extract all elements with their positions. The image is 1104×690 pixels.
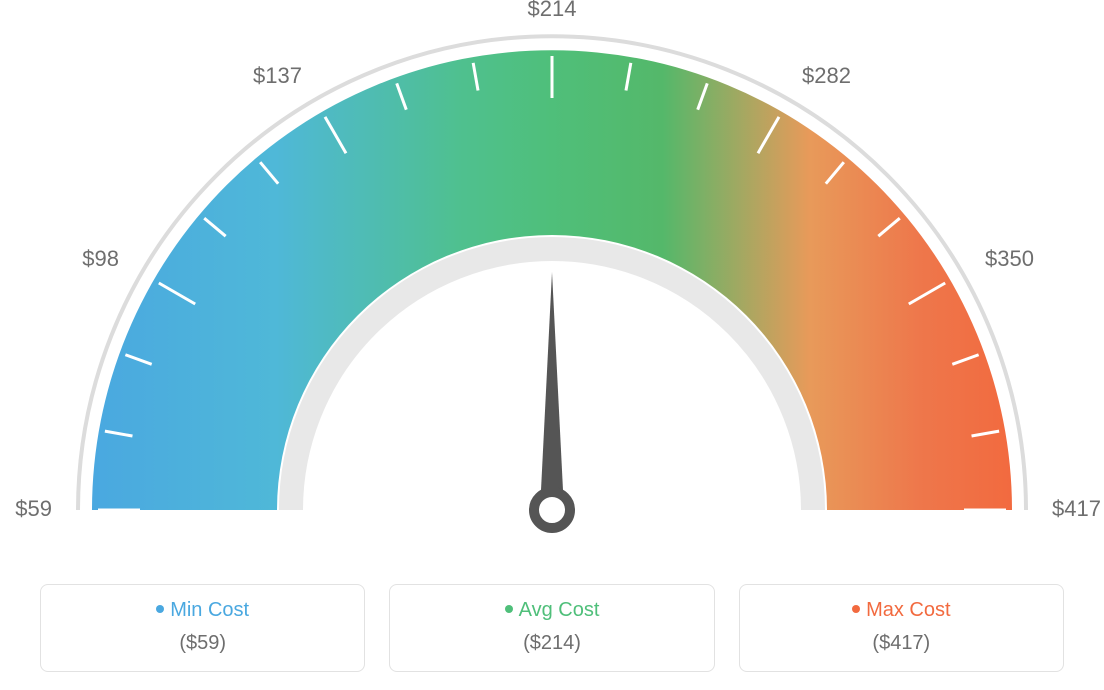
- gauge-scale-label: $417: [1052, 496, 1101, 521]
- gauge-scale-label: $59: [15, 496, 52, 521]
- legend-card-max: Max Cost ($417): [739, 584, 1064, 672]
- legend-card-min: Min Cost ($59): [40, 584, 365, 672]
- legend-value: ($417): [750, 632, 1053, 655]
- gauge-scale-label: $350: [985, 246, 1034, 271]
- legend-bullet-icon: [505, 605, 513, 613]
- gauge-needle-hub: [534, 492, 570, 528]
- legend-title: Min Cost: [51, 599, 354, 622]
- legend-row: Min Cost ($59) Avg Cost ($214) Max Cost ($417…: [0, 584, 1104, 672]
- gauge-scale-label: $214: [528, 0, 577, 21]
- legend-bullet-icon: [852, 605, 860, 613]
- legend-title: Avg Cost: [400, 599, 703, 622]
- legend-value: ($214): [400, 632, 703, 655]
- legend-value: ($59): [51, 632, 354, 655]
- gauge-needle: [540, 272, 564, 510]
- legend-title-text: Max Cost: [866, 599, 950, 621]
- gauge-svg: $59 $98 $137 $214 $282 $350 $417: [0, 0, 1104, 570]
- gauge-scale-label: $98: [82, 246, 119, 271]
- legend-bullet-icon: [156, 605, 164, 613]
- gauge-scale-label: $282: [802, 63, 851, 88]
- legend-card-avg: Avg Cost ($214): [389, 584, 714, 672]
- gauge-scale-label: $137: [253, 63, 302, 88]
- legend-title: Max Cost: [750, 599, 1053, 622]
- legend-title-text: Avg Cost: [519, 599, 600, 621]
- legend-title-text: Min Cost: [170, 599, 249, 621]
- cost-gauge-chart: $59 $98 $137 $214 $282 $350 $417 Min Cost ($59)…: [0, 0, 1104, 690]
